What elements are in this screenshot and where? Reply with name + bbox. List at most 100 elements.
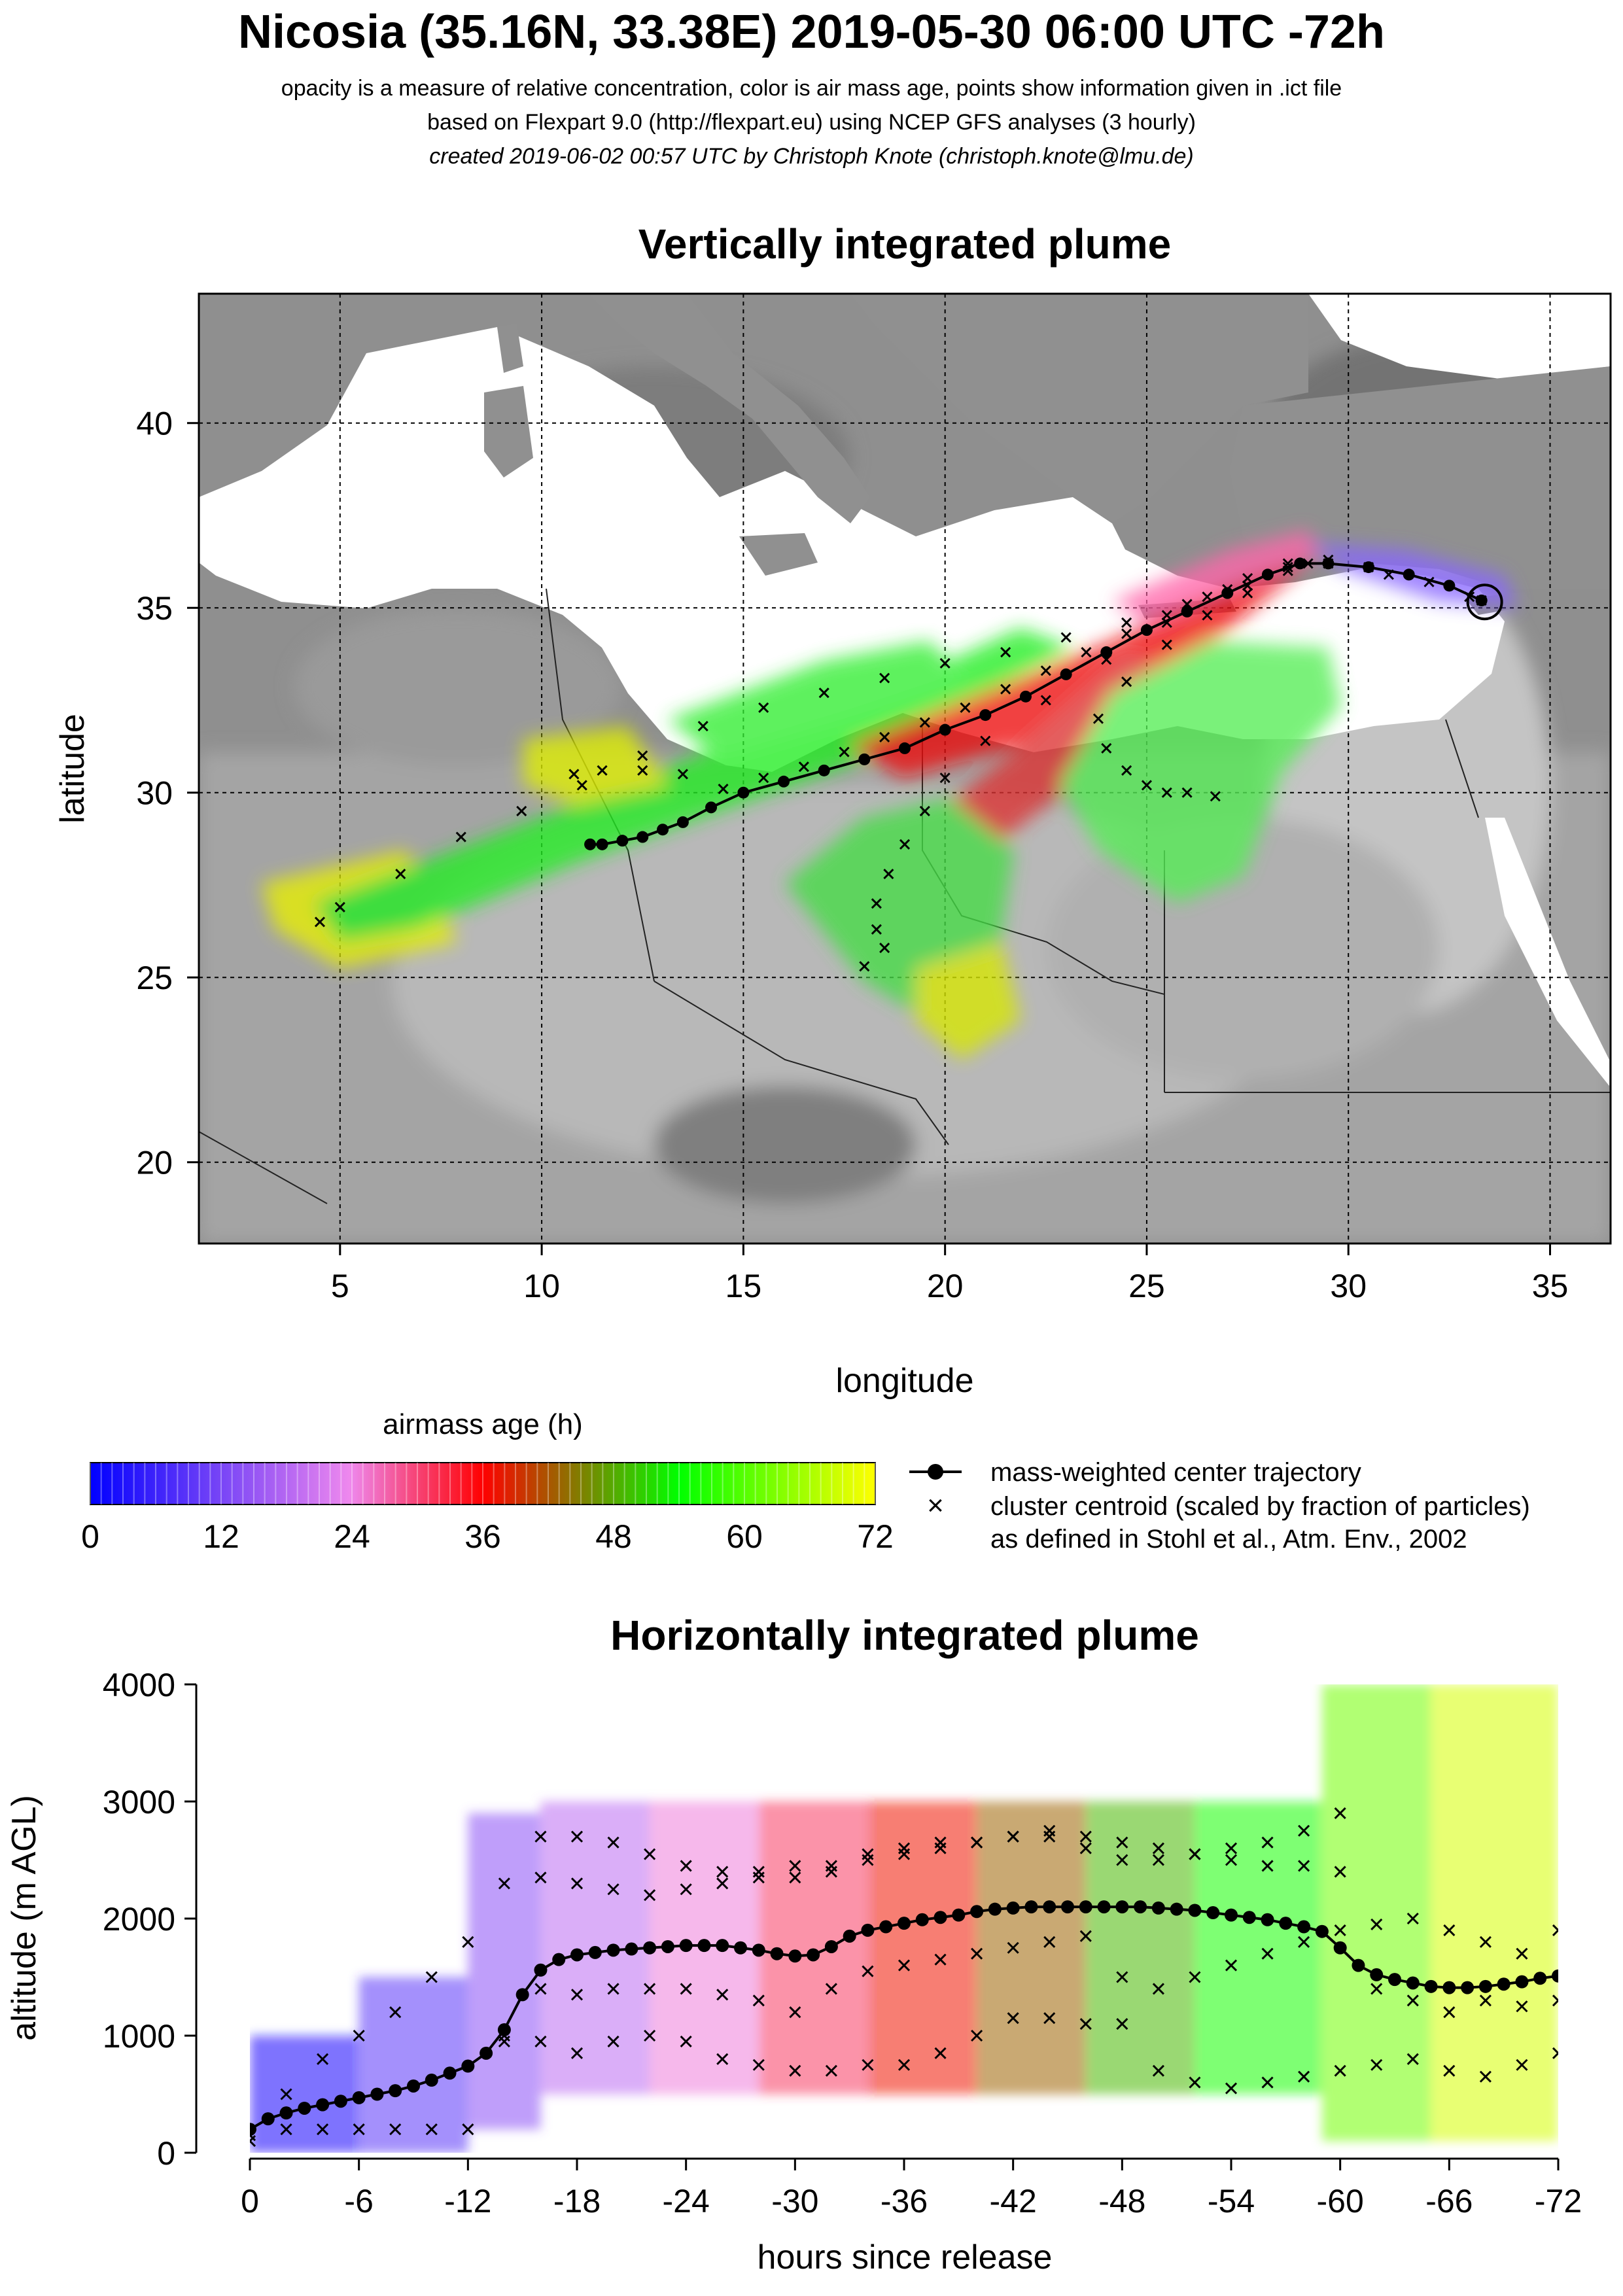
map-x-tick-label: 30 <box>1330 1268 1367 1304</box>
profile-center-point <box>934 1911 947 1924</box>
profile-center-point <box>1261 1913 1274 1926</box>
map-cluster-point <box>314 916 326 928</box>
map-y-ticks: 20 25 30 35 40 <box>136 406 199 1181</box>
profile-center-point <box>1497 1977 1510 1991</box>
profile-cluster-point <box>1298 1824 1310 1837</box>
map-center-point <box>1060 668 1072 680</box>
italy-land <box>589 294 870 523</box>
profile-center-point <box>807 1948 820 1962</box>
profile-cluster-point <box>1370 1983 1383 1995</box>
map-frame <box>198 292 1612 1245</box>
profile-x-tick-label: -36 <box>881 2183 928 2219</box>
profile-cluster-point <box>498 2035 510 2048</box>
map-cluster-point <box>637 750 648 761</box>
profile-cluster-point <box>789 1871 801 1884</box>
map-center-point <box>705 801 718 814</box>
map-cluster-point <box>1040 695 1051 706</box>
profile-plume-block <box>358 1977 468 2153</box>
map-center-point <box>1100 646 1113 659</box>
profile-cluster-point <box>789 2006 801 2019</box>
profile-center-point <box>788 1949 802 1963</box>
map-cluster-point <box>899 839 911 850</box>
legend-cluster-label: cluster centroid (scaled by fraction of … <box>990 1492 1530 1521</box>
profile-cluster-point <box>1334 1807 1346 1819</box>
profile-center-point <box>1279 1917 1293 1930</box>
profile-cluster-point <box>1079 1830 1092 1843</box>
profile-center-point <box>1006 1901 1020 1915</box>
profile-center-point <box>250 2123 256 2136</box>
profile-x-tick-label: -6 <box>344 2183 373 2219</box>
profile-cluster-point <box>534 1983 547 1995</box>
profile-cluster-point <box>353 2029 365 2042</box>
profile-y-axis-label: altitude (m AGL) <box>5 1795 43 2041</box>
profile-x-axis-label: hours since release <box>758 2238 1053 2276</box>
profile-cluster-point <box>607 1883 620 1896</box>
map-plot-area <box>199 294 1611 1244</box>
profile-cluster-point <box>898 1842 911 1854</box>
map-center-trajectory <box>584 557 1488 850</box>
profile-cluster-point <box>1225 2082 1238 2095</box>
release-point-marker <box>1466 583 1503 621</box>
profile-center-point <box>1242 1911 1256 1924</box>
map-center-point <box>1221 587 1234 599</box>
profile-plume-block <box>1085 1801 1195 2095</box>
map-cluster-point <box>758 773 769 784</box>
profile-center-trajectory <box>250 1900 1558 2136</box>
profile-y-tick-label: 3000 <box>103 1784 175 1820</box>
profile-cluster-point <box>1406 1994 1419 2007</box>
map-cluster-point <box>516 805 527 817</box>
profile-cluster-point <box>1298 1936 1310 1948</box>
profile-cluster-point <box>534 1871 547 1884</box>
legend-center-label: mass-weighted center trajectory <box>990 1458 1361 1487</box>
colorbar-tick-label: 60 <box>726 1518 763 1555</box>
map-x-axis-label: longitude <box>835 1362 973 1400</box>
map-cluster-point <box>1040 665 1051 676</box>
profile-cluster-point <box>1298 2070 1310 2083</box>
profile-y-ticks: 0 1000 2000 3000 4000 <box>103 1667 196 2172</box>
map-cluster-point <box>1242 587 1253 599</box>
profile-cluster-point <box>1079 1842 1092 1854</box>
profile-cluster-point <box>1116 1836 1128 1849</box>
map-center-point <box>1403 568 1415 581</box>
map-cluster-point <box>1000 684 1011 695</box>
profile-cluster-point <box>644 1848 656 1860</box>
map-x-ticks: 5 10 15 20 25 30 35 <box>331 1244 1568 1304</box>
map-cluster-point <box>859 961 870 972</box>
profile-cluster-point <box>1261 2076 1274 2089</box>
profile-cluster-point <box>789 2064 801 2077</box>
profile-x-ticks: 0 -6 -12 -18 -24 -30 -36 -42 -48 -54 -60 -66 -72 <box>241 2159 1582 2219</box>
map-center-point <box>737 786 750 799</box>
map-cluster-point <box>597 765 608 776</box>
map-cluster-point <box>879 942 890 954</box>
profile-cluster-point <box>898 1959 911 1972</box>
colorbar-tick-label: 48 <box>595 1518 632 1555</box>
profile-cluster-point <box>680 2035 692 2048</box>
map-cluster-point <box>677 769 688 780</box>
profile-center-point <box>1552 1969 1558 1983</box>
profile-center-point <box>1406 1976 1420 1990</box>
profile-cluster-point <box>680 1983 692 1995</box>
profile-center-point <box>1024 1900 1038 1914</box>
profile-plume-block <box>468 1813 541 2130</box>
profile-center-point <box>752 1943 765 1957</box>
profile-cluster-point <box>1516 2059 1528 2071</box>
profile-cluster-point <box>789 1860 801 1872</box>
map-y-tick-label: 35 <box>136 590 173 627</box>
profile-cluster-point <box>1334 1924 1346 1936</box>
map-cluster-point <box>697 720 708 732</box>
profile-center-point <box>1478 1979 1492 1993</box>
map-center-point <box>1475 594 1488 606</box>
profile-cluster-point <box>1152 2064 1164 2077</box>
profile-center-point <box>1115 1900 1129 1914</box>
profile-cluster-point <box>1079 2018 1092 2030</box>
profile-cluster-point <box>534 2035 547 2048</box>
profile-cluster-point <box>1007 2012 1019 2025</box>
profile-center-point <box>915 1913 929 1926</box>
profile-cluster-point <box>1116 1854 1128 1866</box>
profile-cluster-point <box>280 2123 292 2136</box>
profile-center-point <box>1370 1968 1384 1981</box>
profile-center-point <box>1461 1981 1475 1994</box>
profile-cluster-point <box>680 1883 692 1896</box>
profile-center-point <box>861 1923 875 1937</box>
map-center-point <box>637 831 649 843</box>
